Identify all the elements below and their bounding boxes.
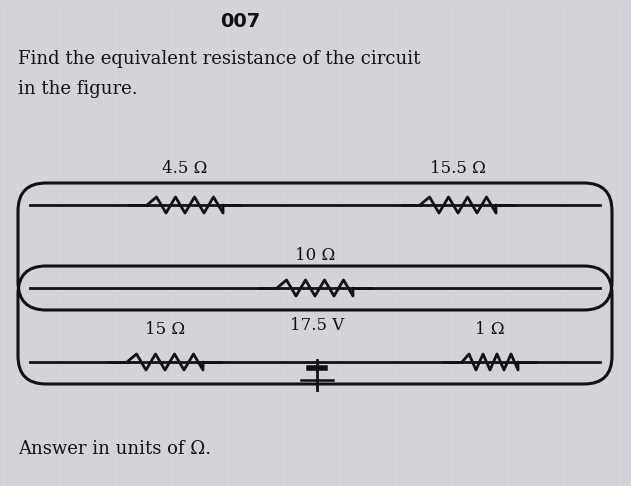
Text: 4.5 Ω: 4.5 Ω [162, 160, 208, 177]
Text: 15 Ω: 15 Ω [145, 321, 185, 338]
Text: 15.5 Ω: 15.5 Ω [430, 160, 486, 177]
Text: 1 Ω: 1 Ω [475, 321, 505, 338]
Text: Answer in units of Ω.: Answer in units of Ω. [18, 440, 211, 458]
Text: 10 Ω: 10 Ω [295, 247, 335, 264]
Text: 17.5 V: 17.5 V [290, 317, 344, 334]
Text: Find the equivalent resistance of the circuit: Find the equivalent resistance of the ci… [18, 50, 420, 68]
Text: 007: 007 [220, 12, 260, 31]
Text: in the figure.: in the figure. [18, 80, 138, 98]
